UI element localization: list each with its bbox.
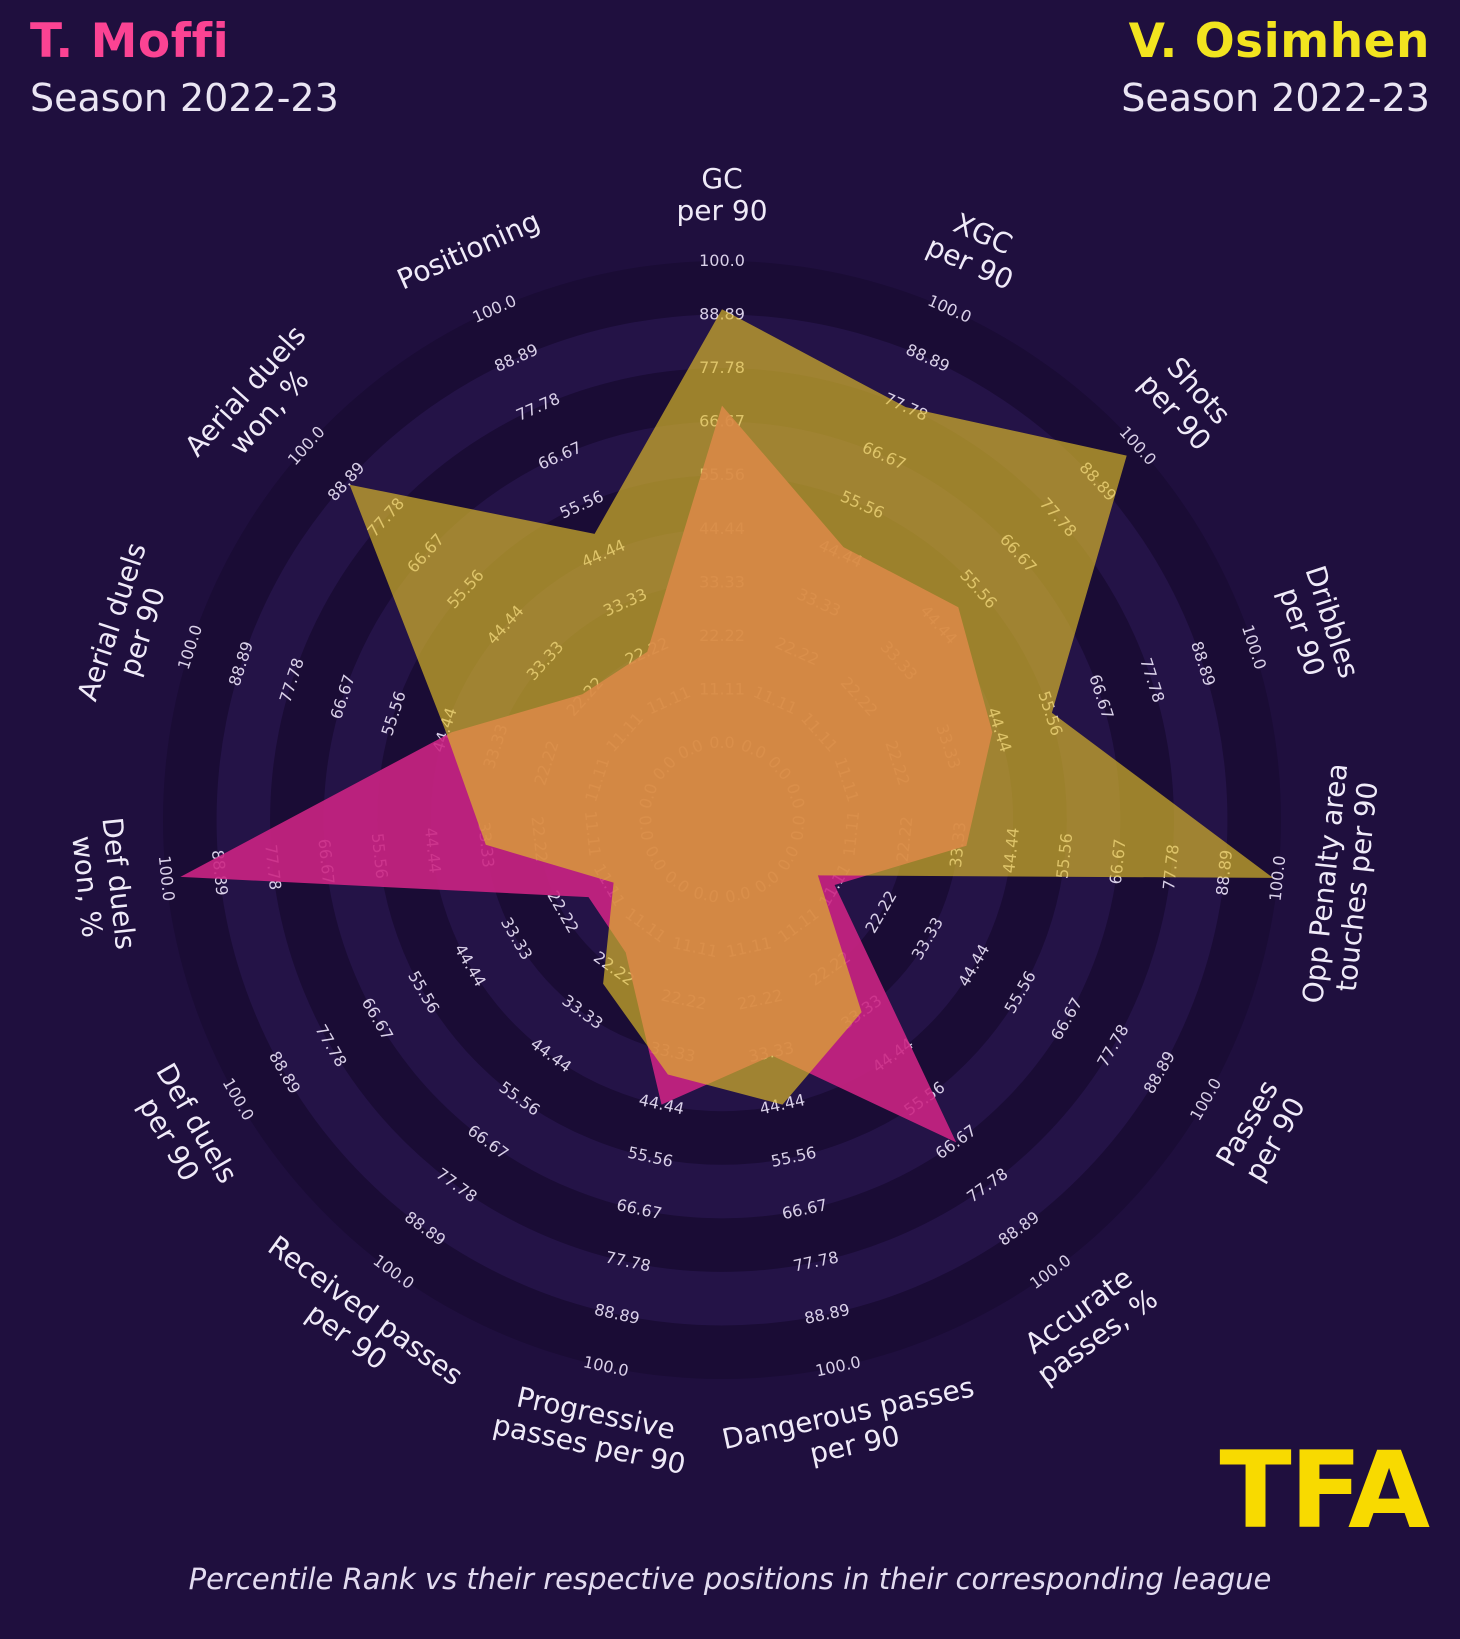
player-left-name: T. Moffi bbox=[30, 14, 230, 69]
radar-series-group bbox=[349, 309, 1274, 1105]
radar-axis-title: Passesper 90 bbox=[1210, 1074, 1313, 1188]
radar-axis-title: Aerial duelsper 90 bbox=[71, 539, 184, 715]
radar-axis-title: GC per 90 bbox=[676, 162, 767, 227]
player-left-season: Season 2022-23 bbox=[30, 75, 339, 120]
player-right-season: Season 2022-23 bbox=[1121, 75, 1430, 120]
radar-axis-title: Progressivepasses per 90 bbox=[490, 1377, 695, 1481]
tfa-logo: TFA bbox=[1219, 1429, 1430, 1552]
radar-axis-title: Opp Penalty areatouches per 90 bbox=[1296, 762, 1386, 1009]
radar-axis-title: Dribblesper 90 bbox=[1268, 562, 1366, 692]
radar-axis-title: Positioning bbox=[392, 204, 545, 296]
player-right-name: V. Osimhen bbox=[1128, 14, 1430, 69]
radar-axis-title: Def duelswon, % bbox=[64, 816, 143, 955]
radar-axis-title: XGCper 90 bbox=[922, 200, 1032, 296]
player-left-header: T. Moffi Season 2022-23 bbox=[30, 16, 339, 119]
radar-series-v-osimhen bbox=[349, 309, 1274, 1105]
radar-axis-title: Dangerous passesper 90 bbox=[719, 1370, 984, 1487]
radar-axis-title: Shotsper 90 bbox=[1132, 346, 1241, 457]
radar-tick-label: 100.0 bbox=[155, 855, 179, 903]
radar-tick-label: 100.0 bbox=[1266, 855, 1290, 903]
radar-tick-label: 100.0 bbox=[699, 251, 745, 270]
chart-caption: Percentile Rank vs their respective posi… bbox=[188, 1562, 1272, 1596]
player-right-header: V. Osimhen Season 2022-23 bbox=[1121, 16, 1430, 119]
